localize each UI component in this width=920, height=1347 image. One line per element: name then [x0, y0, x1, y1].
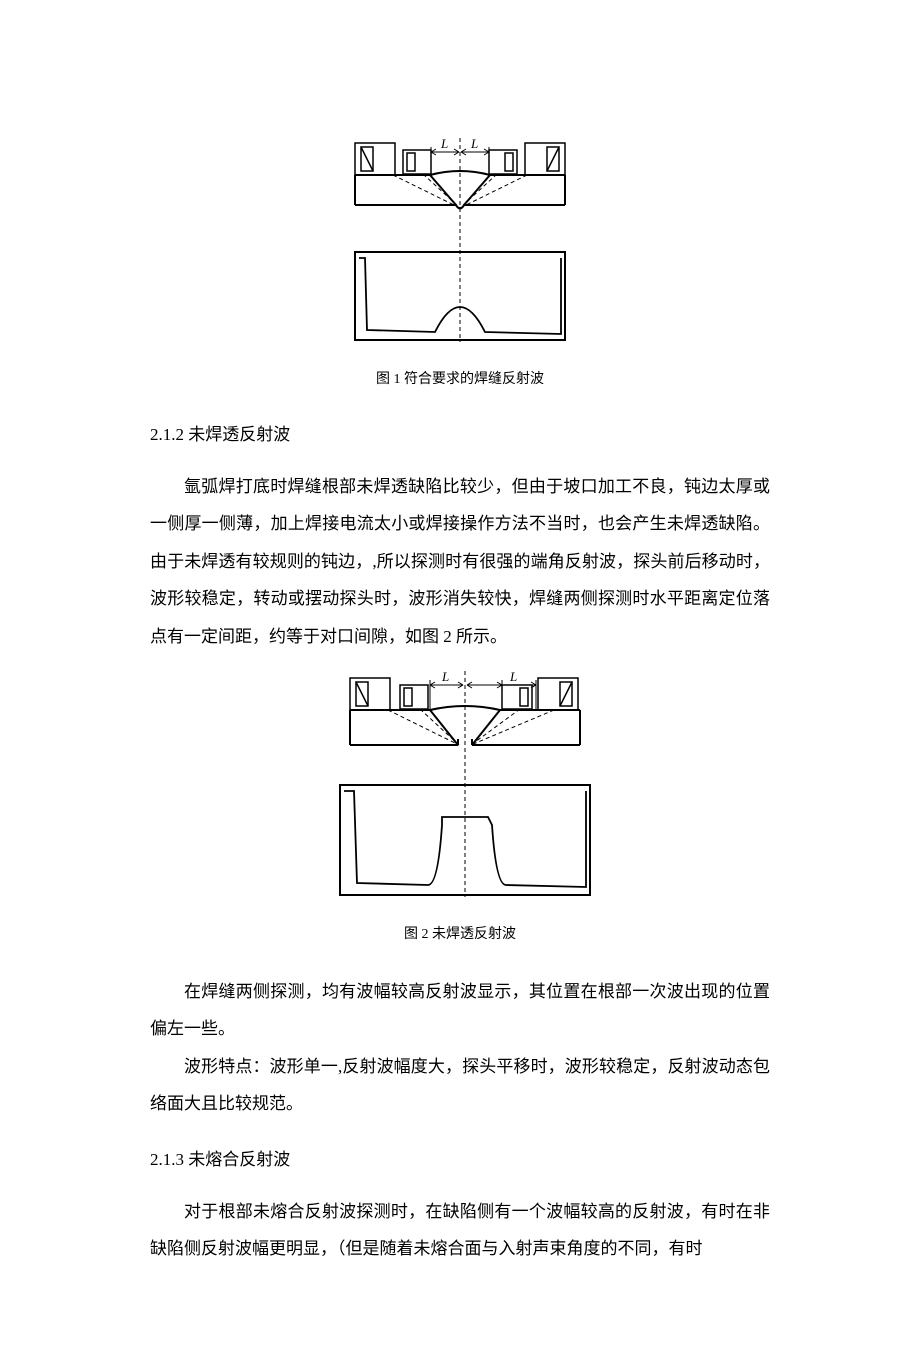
heading-2-1-2: 2.1.2 未焊透反射波 — [150, 418, 770, 452]
figure-2-caption: 图 2 未焊透反射波 — [150, 923, 770, 943]
figure-1-diagram: L L — [315, 130, 605, 345]
figure-1: L L 图 1 符合要求的焊缝反射波 — [150, 130, 770, 388]
figure-1-caption: 图 1 符合要求的焊缝反射波 — [150, 368, 770, 388]
para-2-1-3-body: 对于根部未熔合反射波探测时，在缺陷侧有一个波幅较高的反射波，有时在非缺陷侧反射波… — [150, 1193, 770, 1268]
figure-2-label-L-right: L — [509, 669, 517, 684]
para-2-1-2-body: 氩弧焊打底时焊缝根部未焊透缺陷比较少，但由于坡口加工不良，钝边太厚或一侧厚一侧薄… — [150, 468, 770, 655]
figure-1-label-L-right: L — [470, 136, 478, 151]
heading-2-1-3: 2.1.3 未熔合反射波 — [150, 1143, 770, 1177]
figure-1-label-L-left: L — [440, 136, 448, 151]
figure-2-label-L-left: L — [441, 669, 449, 684]
figure-2: L L 图 2 未焊透反射波 — [150, 665, 770, 943]
para-after-fig2-2: 波形特点：波形单一,反射波幅度大，探头平移时，波形较稳定，反射波动态包络面大且比… — [150, 1048, 770, 1123]
para-after-fig2-1: 在焊缝两侧探测，均有波幅较高反射波显示，其位置在根部一次波出现的位置偏左一些。 — [150, 973, 770, 1048]
figure-2-diagram: L L — [310, 665, 610, 900]
